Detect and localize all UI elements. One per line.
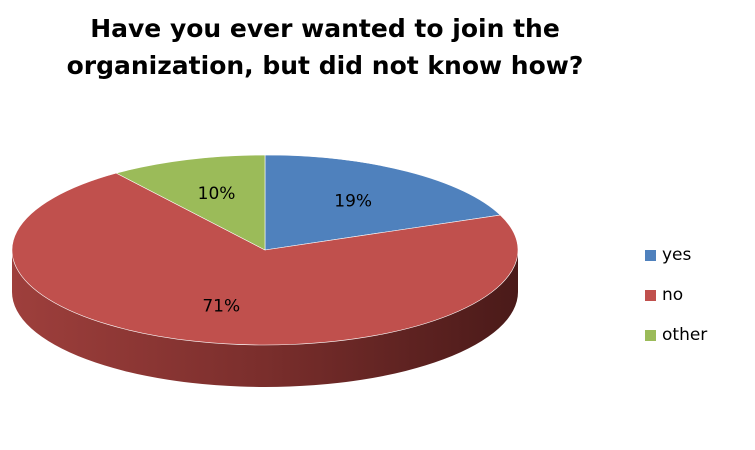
pie-slice-no	[11, 172, 519, 346]
legend-label-other: other	[662, 325, 708, 345]
legend: yes no other	[645, 243, 707, 363]
legend-item-yes: yes	[645, 243, 707, 267]
data-label-other: 10%	[198, 184, 236, 204]
data-label-no: 71%	[202, 297, 240, 317]
legend-swatch-yes	[645, 249, 656, 261]
legend-label-no: no	[662, 285, 684, 305]
pie-side-wall	[12, 250, 518, 387]
legend-label-yes: yes	[662, 245, 692, 265]
chart-title-line-2: organization, but did not know how?	[66, 51, 584, 80]
pie-side-no	[12, 250, 518, 387]
pie-slice-other	[115, 154, 266, 251]
legend-item-other: other	[645, 323, 707, 347]
data-label-yes: 19%	[334, 191, 372, 211]
pie-slice-yes	[264, 154, 501, 251]
legend-swatch-other	[645, 329, 656, 341]
chart-title: Have you ever wanted to join the organiz…	[0, 10, 650, 84]
chart-title-line-1: Have you ever wanted to join the	[90, 14, 560, 43]
legend-item-no: no	[645, 283, 707, 307]
legend-swatch-no	[645, 289, 656, 301]
